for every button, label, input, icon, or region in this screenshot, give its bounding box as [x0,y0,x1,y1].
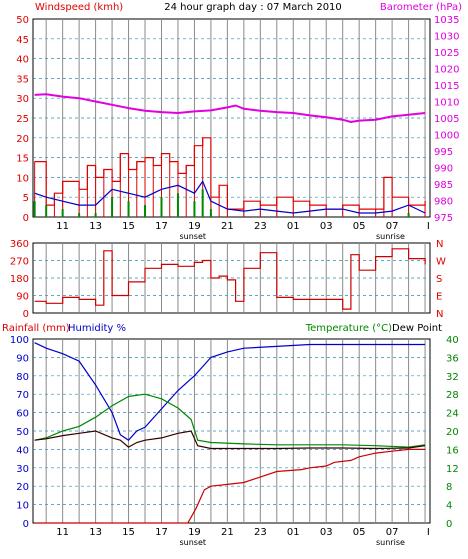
x-tick-label: 07 [386,527,399,538]
barometer-axis-label: Barometer (hPa) [380,2,462,13]
baro-tick-label: 995 [434,147,453,158]
humidity-tick-label: 20 [16,482,29,493]
baro-tick-label: 1025 [434,48,459,59]
x-tick-label: 23 [254,221,267,232]
humidity-tick-label: 80 [16,372,29,383]
baro-tick-label: 990 [434,164,453,175]
baro-tick-label: 985 [434,180,453,191]
humidity-tick-label: 70 [16,390,29,401]
x-tick-label: 01 [287,221,300,232]
humidity-axis-label: Humidity % [68,323,126,334]
wind-tick-label: 40 [16,55,29,66]
x-tick-label: 21 [221,221,234,232]
rainfall-line [34,448,426,524]
temperature-tick-label: 16 [446,445,459,456]
x-tick-label: 01 [287,527,300,538]
x-tick-label: 21 [221,527,234,538]
baro-tick-label: 1030 [434,32,459,43]
sunset-label: sunset [180,232,207,241]
temperature-tick-label: 24 [446,409,459,420]
x-tick-label: 13 [89,221,102,232]
humidity-tick-label: 0 [23,519,29,530]
temperature-tick-label: 12 [446,464,459,475]
x-tick-label: 03 [320,527,333,538]
x-tick-label: 11 [56,527,69,538]
baro-tick-label: 1020 [434,65,459,76]
humidity-line [34,342,426,441]
compass-tick-label: W [436,257,446,268]
temperature-tick-label: 36 [446,353,459,364]
direction-tick-label: 0 [23,309,29,320]
graph-title: 24 hour graph day : 07 March 2010 [164,2,342,13]
humidity-tick-label: 30 [16,464,29,475]
x-tick-label: I [427,221,430,232]
compass-tick-label: N [436,239,443,250]
x-tick-label: 05 [353,527,366,538]
humidity-tick-label: 40 [16,445,29,456]
humidity-tick-label: 10 [16,501,29,512]
x-tick-label: 17 [155,221,168,232]
humidity-tick-label: 50 [16,427,29,438]
direction-tick-label: 90 [16,292,29,303]
humidity-tick-label: 100 [10,335,29,346]
sunrise-label: sunrise [376,232,405,241]
wind-tick-label: 20 [16,134,29,145]
barometer-line [34,93,426,124]
x-tick-label: 19 [188,221,201,232]
x-tick-label: 19 [188,527,201,538]
x-tick-label: 03 [320,221,333,232]
dewpoint-line [34,430,426,450]
wind-tick-label: 50 [16,15,29,26]
wind-direction-line [34,248,426,310]
rainfall-axis-label: Rainfall (mm) [2,323,70,334]
wind-average-line [34,180,426,214]
compass-tick-label: E [436,292,442,303]
temperature-line [34,393,426,448]
temperature-tick-label: 4 [446,501,452,512]
wind-tick-label: 30 [16,94,29,105]
temperature-tick-label: 0 [446,519,452,530]
baro-tick-label: 1005 [434,114,459,125]
x-tick-label: 05 [353,221,366,232]
direction-tick-label: 180 [10,274,29,285]
temperature-tick-label: 20 [446,427,459,438]
x-tick-label: 15 [122,221,135,232]
wind-tick-label: 35 [16,74,29,85]
sunset-label: sunset [180,538,207,547]
wind-tick-label: 10 [16,173,29,184]
temperature-axis-label: Temperature (°C) [305,323,392,334]
baro-tick-label: 975 [434,213,453,224]
x-tick-label: 13 [89,527,102,538]
wind-tick-label: 5 [23,193,29,204]
x-tick-label: 15 [122,527,135,538]
baro-tick-label: 1000 [434,131,459,142]
baro-tick-label: 1035 [434,15,459,26]
wind-tick-label: 45 [16,35,29,46]
wind-tick-label: 25 [16,114,29,125]
x-tick-label: 11 [56,221,69,232]
windspeed-axis-label: Windspeed (kmh) [35,2,123,13]
baro-tick-label: 1010 [434,98,459,109]
x-tick-label: 23 [254,527,267,538]
temperature-tick-label: 8 [446,482,452,493]
humidity-tick-label: 90 [16,353,29,364]
sunrise-label: sunrise [376,538,405,547]
x-tick-label: I [427,527,430,538]
baro-tick-label: 980 [434,197,453,208]
x-tick-label: 07 [386,221,399,232]
temperature-tick-label: 40 [446,335,459,346]
compass-tick-label: S [436,274,442,285]
direction-tick-label: 270 [10,257,29,268]
humidity-tick-label: 60 [16,409,29,420]
dewpoint-axis-label: Dew Point [392,323,442,334]
temperature-tick-label: 28 [446,390,459,401]
wind-tick-label: 0 [23,213,29,224]
temperature-tick-label: 32 [446,372,459,383]
x-tick-label: 17 [155,527,168,538]
wind-tick-label: 15 [16,154,29,165]
baro-tick-label: 1015 [434,81,459,92]
compass-tick-label: N [436,309,443,320]
direction-tick-label: 360 [10,239,29,250]
